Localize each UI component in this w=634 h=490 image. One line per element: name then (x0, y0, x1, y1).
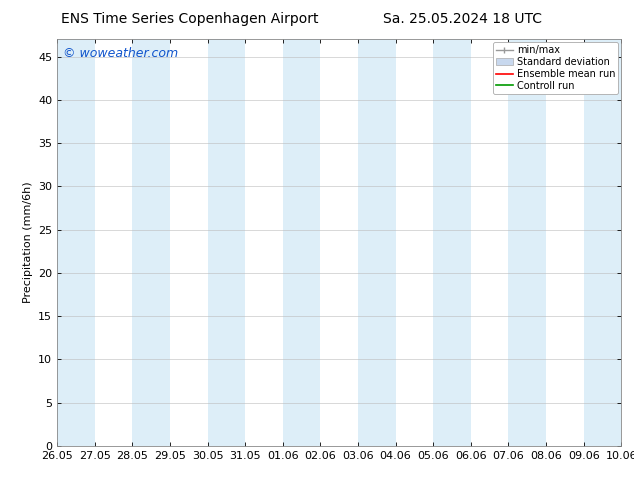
Text: ENS Time Series Copenhagen Airport: ENS Time Series Copenhagen Airport (61, 12, 319, 26)
Bar (207, 39, 245, 446)
Bar (508, 39, 546, 446)
Legend: min/max, Standard deviation, Ensemble mean run, Controll run: min/max, Standard deviation, Ensemble me… (493, 42, 618, 94)
Bar (57, 39, 94, 446)
Bar (433, 39, 471, 446)
Bar (133, 39, 170, 446)
Text: © woweather.com: © woweather.com (63, 48, 178, 60)
Text: Sa. 25.05.2024 18 UTC: Sa. 25.05.2024 18 UTC (384, 12, 542, 26)
Y-axis label: Precipitation (mm/6h): Precipitation (mm/6h) (23, 182, 32, 303)
Bar (584, 39, 621, 446)
Bar (358, 39, 396, 446)
Bar (283, 39, 320, 446)
